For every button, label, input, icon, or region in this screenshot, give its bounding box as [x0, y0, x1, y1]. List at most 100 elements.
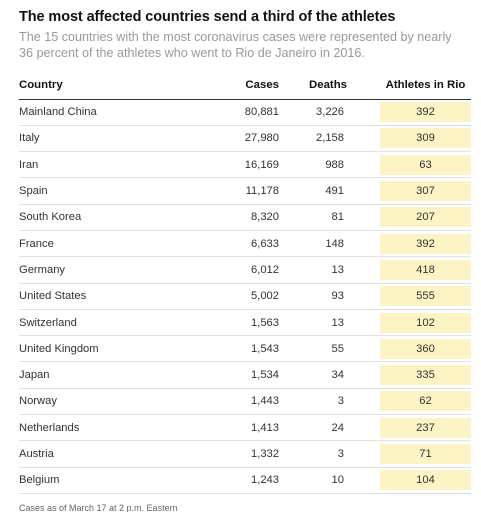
cell-cases: 6,012 — [196, 256, 287, 284]
cell-cases: 5,002 — [196, 283, 287, 310]
cell-deaths: 148 — [287, 230, 372, 258]
cell-athletes: 418 — [372, 256, 471, 284]
table-row: Switzerland 1,563 13 102 — [19, 309, 471, 337]
cell-deaths: 93 — [287, 283, 372, 310]
table-row: Japan 1,534 34 335 — [19, 361, 471, 389]
cell-country: Italy — [19, 125, 196, 153]
cell-country: Norway — [19, 388, 196, 416]
cell-cases: 6,633 — [196, 230, 287, 258]
cell-deaths: 13 — [287, 309, 372, 337]
athletes-value: 309 — [380, 128, 471, 149]
cell-deaths: 10 — [287, 467, 372, 494]
cell-deaths: 988 — [287, 151, 372, 179]
table-row: Iran 16,169 988 63 — [19, 151, 471, 179]
cell-country: Austria — [19, 440, 196, 468]
cell-athletes: 392 — [372, 99, 471, 126]
cell-athletes: 237 — [372, 414, 471, 442]
header-row: Country Cases Deaths Athletes in Rio — [19, 72, 471, 100]
table-row: United States 5,002 93 555 — [19, 283, 471, 310]
cell-deaths: 81 — [287, 204, 372, 231]
cell-deaths: 3 — [287, 440, 372, 468]
cell-cases: 8,320 — [196, 204, 287, 231]
cell-athletes: 555 — [372, 283, 471, 310]
table-row: Norway 1,443 3 62 — [19, 388, 471, 416]
cell-deaths: 491 — [287, 177, 372, 205]
cell-athletes: 71 — [372, 440, 471, 468]
athletes-value: 71 — [380, 444, 471, 464]
cell-country: Spain — [19, 177, 196, 205]
header-cases: Cases — [196, 72, 287, 100]
cell-athletes: 63 — [372, 151, 471, 179]
cell-deaths: 2,158 — [287, 125, 372, 153]
cell-country: Netherlands — [19, 414, 196, 442]
cell-cases: 1,563 — [196, 309, 287, 337]
athletes-value: 418 — [380, 259, 471, 280]
cell-athletes: 360 — [372, 335, 471, 363]
cell-deaths: 3,226 — [287, 99, 372, 126]
cell-athletes: 307 — [372, 177, 471, 205]
table-row: Netherlands 1,413 24 237 — [19, 414, 471, 442]
cell-athletes: 207 — [372, 204, 471, 231]
cell-cases: 1,413 — [196, 414, 287, 442]
cell-country: United States — [19, 283, 196, 310]
athletes-value: 392 — [380, 233, 471, 254]
athletes-value: 360 — [380, 338, 471, 359]
table-row: Belgium 1,243 10 104 — [19, 467, 471, 494]
athletes-value: 307 — [380, 181, 471, 202]
cell-cases: 1,443 — [196, 388, 287, 416]
table-row: South Korea 8,320 81 207 — [19, 204, 471, 231]
cell-country: United Kingdom — [19, 335, 196, 363]
cell-athletes: 335 — [372, 361, 471, 389]
cell-athletes: 102 — [372, 309, 471, 337]
cell-deaths: 55 — [287, 335, 372, 363]
athletes-value: 102 — [380, 312, 471, 333]
athletes-value: 207 — [380, 207, 471, 228]
cell-deaths: 24 — [287, 414, 372, 442]
cell-deaths: 13 — [287, 256, 372, 284]
table-row: France 6,633 148 392 — [19, 230, 471, 258]
cell-athletes: 104 — [372, 467, 471, 494]
page-subtitle: The 15 countries with the most coronavir… — [19, 30, 452, 60]
cell-cases: 80,881 — [196, 99, 287, 126]
header-athletes: Athletes in Rio — [372, 72, 471, 100]
cell-country: Iran — [19, 151, 196, 179]
cell-athletes: 309 — [372, 125, 471, 153]
athletes-value: 392 — [380, 102, 471, 123]
cell-cases: 16,169 — [196, 151, 287, 179]
cell-cases: 1,243 — [196, 467, 287, 494]
table-header: Country Cases Deaths Athletes in Rio — [19, 72, 471, 100]
header-country: Country — [19, 72, 196, 100]
cell-cases: 1,534 — [196, 361, 287, 389]
table-row: Germany 6,012 13 418 — [19, 256, 471, 284]
table-body: Mainland China 80,881 3,226 392 Italy 27,980 2… — [19, 99, 471, 494]
cell-deaths: 3 — [287, 388, 372, 416]
athletes-value: 555 — [380, 286, 471, 307]
cell-cases: 27,980 — [196, 125, 287, 153]
athletes-value: 335 — [380, 365, 471, 386]
cell-country: Belgium — [19, 467, 196, 494]
cell-cases: 11,178 — [196, 177, 287, 205]
athletes-value: 62 — [380, 391, 471, 412]
page-title: The most affected countries send a third… — [19, 9, 396, 25]
cell-cases: 1,543 — [196, 335, 287, 363]
header-deaths: Deaths — [287, 72, 372, 100]
table-row: United Kingdom 1,543 55 360 — [19, 335, 471, 363]
table-row: Italy 27,980 2,158 309 — [19, 125, 471, 153]
athletes-value: 63 — [380, 154, 471, 175]
cell-country: Mainland China — [19, 99, 196, 126]
athletes-value: 104 — [380, 470, 471, 491]
table-row: Spain 11,178 491 307 — [19, 177, 471, 205]
cell-athletes: 62 — [372, 388, 471, 416]
cell-country: France — [19, 230, 196, 258]
cell-deaths: 34 — [287, 361, 372, 389]
cell-country: Switzerland — [19, 309, 196, 337]
cell-country: Germany — [19, 256, 196, 284]
cell-country: Japan — [19, 361, 196, 389]
source-note: Cases as of March 17 at 2 p.m. Eastern — [19, 502, 178, 512]
cell-cases: 1,332 — [196, 440, 287, 468]
athletes-value: 237 — [380, 417, 471, 438]
table-row: Austria 1,332 3 71 — [19, 440, 471, 468]
data-table: Country Cases Deaths Athletes in Rio Mai… — [19, 72, 471, 494]
cell-athletes: 392 — [372, 230, 471, 258]
